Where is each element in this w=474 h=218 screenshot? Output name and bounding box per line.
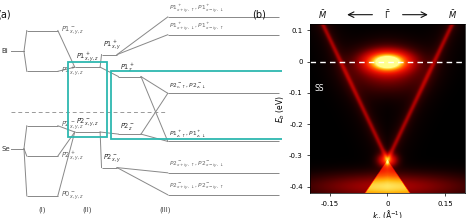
Text: $P1^-_{x,y,z}$: $P1^-_{x,y,z}$ — [61, 24, 84, 37]
Text: $P2^-_{c,\uparrow},P2^-_{z,\downarrow}$: $P2^-_{c,\uparrow},P2^-_{z,\downarrow}$ — [169, 82, 206, 91]
Bar — [68, 62, 107, 137]
Text: (I): (I) — [38, 206, 46, 213]
Text: $P2^-_{x+iy,\uparrow},P2^-_{x-iy,\downarrow}$: $P2^-_{x+iy,\uparrow},P2^-_{x-iy,\downar… — [169, 159, 224, 171]
Text: (II): (II) — [82, 206, 92, 213]
Text: Bi: Bi — [1, 48, 8, 54]
Text: (a): (a) — [0, 10, 11, 20]
Text: $P1^+_{x,y}$: $P1^+_{x,y}$ — [103, 38, 121, 52]
X-axis label: $k_y$ (Å$^{-1}$): $k_y$ (Å$^{-1}$) — [372, 209, 403, 218]
Text: SS: SS — [314, 84, 324, 93]
Bar — [111, 71, 286, 139]
Text: $P1^+_{x,y,z}$: $P1^+_{x,y,z}$ — [61, 65, 84, 78]
Text: $\bar{\Gamma}$: $\bar{\Gamma}$ — [384, 8, 391, 21]
Text: $P1^+_{x+iy,\uparrow},P1^+_{x-iy,\downarrow}$: $P1^+_{x+iy,\uparrow},P1^+_{x-iy,\downar… — [169, 2, 224, 15]
Text: $P1^+_{x+iy,\downarrow},P1^+_{x-iy,\uparrow}$: $P1^+_{x+iy,\downarrow},P1^+_{x-iy,\upar… — [169, 20, 224, 33]
Text: $P2^-_z$: $P2^-_z$ — [120, 121, 135, 132]
Text: (III): (III) — [159, 206, 171, 213]
Text: (b): (b) — [252, 10, 266, 20]
Text: $P1^+_{x,y,z}$: $P1^+_{x,y,z}$ — [76, 50, 99, 64]
Text: $\bar{M}$: $\bar{M}$ — [448, 8, 456, 21]
Text: $\bar{M}$: $\bar{M}$ — [319, 8, 327, 21]
Text: Se: Se — [1, 146, 10, 152]
Text: $P2^-_{x,y,z}$: $P2^-_{x,y,z}$ — [61, 120, 84, 132]
Text: $P2^-_{x,y,z}$: $P2^-_{x,y,z}$ — [76, 117, 99, 129]
Y-axis label: $E_b$ (eV): $E_b$ (eV) — [274, 94, 287, 123]
Text: $P1^+_{z,\uparrow},P1^+_{z,\downarrow}$: $P1^+_{z,\uparrow},P1^+_{z,\downarrow}$ — [169, 129, 206, 139]
Text: $P1^+_z$: $P1^+_z$ — [120, 62, 135, 74]
Text: $P2^-_{x+iy,\downarrow},P2^-_{x-iy,\uparrow}$: $P2^-_{x+iy,\downarrow},P2^-_{x-iy,\upar… — [169, 181, 224, 193]
Text: $P2^+_{x,y,z}$: $P2^+_{x,y,z}$ — [61, 149, 84, 163]
Text: $P0^-_{x,y,z}$: $P0^-_{x,y,z}$ — [61, 190, 84, 202]
Text: $P2^-_{x,y}$: $P2^-_{x,y}$ — [103, 153, 121, 165]
